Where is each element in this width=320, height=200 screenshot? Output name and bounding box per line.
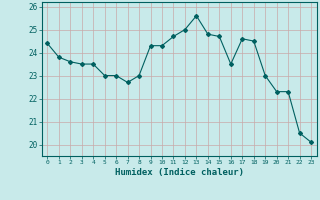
X-axis label: Humidex (Indice chaleur): Humidex (Indice chaleur) — [115, 168, 244, 177]
